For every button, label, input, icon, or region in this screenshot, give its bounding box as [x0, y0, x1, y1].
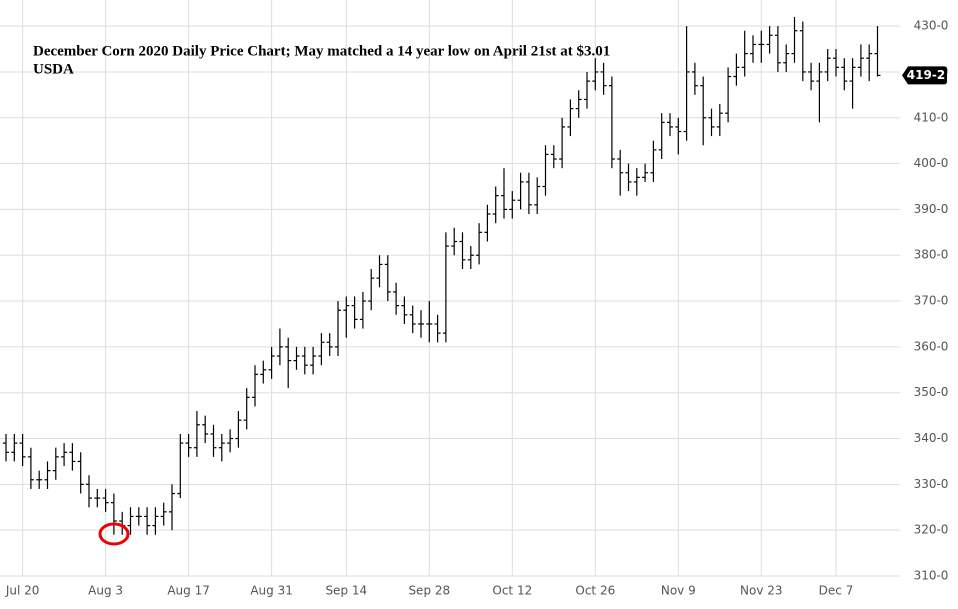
grid	[0, 0, 900, 577]
x-tick-label: Dec 7	[819, 584, 854, 598]
chart-subtitle: USDA	[33, 61, 74, 77]
y-tick-label: 340-0	[914, 431, 949, 445]
y-tick-label: 410-0	[914, 110, 949, 124]
y-tick-label: 350-0	[914, 385, 949, 399]
y-tick-label: 400-0	[914, 156, 949, 170]
last-price-label: 419-2	[907, 68, 945, 82]
x-tick-label: Nov 23	[740, 584, 783, 598]
y-tick-label: 370-0	[914, 294, 949, 308]
last-price-box	[902, 66, 947, 85]
y-tick-label: 330-0	[914, 477, 949, 491]
y-tick-label: 390-0	[914, 202, 949, 216]
y-tick-label: 360-0	[914, 339, 949, 353]
low-highlight	[98, 522, 130, 546]
y-tick-label: 380-0	[914, 248, 949, 262]
y-tick-label: 320-0	[914, 523, 949, 537]
x-tick-label: Sep 14	[325, 584, 367, 598]
x-tick-label: Oct 26	[575, 584, 615, 598]
chart-title: December Corn 2020 Daily Price Chart; Ma…	[33, 43, 610, 59]
y-tick-label: 430-0	[914, 19, 949, 33]
x-tick-label: Jul 20	[5, 584, 40, 598]
x-tick-label: Aug 31	[250, 584, 293, 598]
bars	[3, 16, 881, 535]
x-tick-label: Oct 12	[492, 584, 532, 598]
y-tick-label: 310-0	[914, 569, 949, 583]
x-tick-label: Nov 9	[661, 584, 696, 598]
x-tick-label: Aug 17	[167, 584, 210, 598]
x-tick-label: Sep 28	[408, 584, 450, 598]
x-tick-label: Aug 3	[88, 584, 123, 598]
